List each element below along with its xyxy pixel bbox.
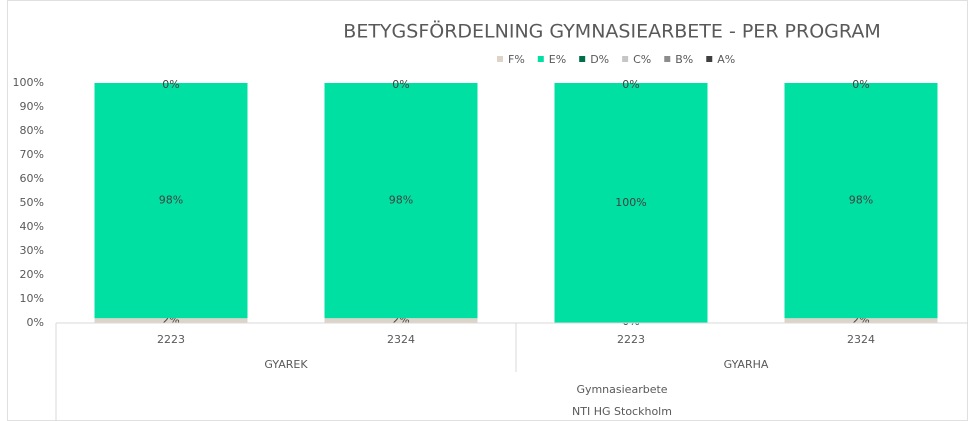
chart-title: BETYGSFÖRDELNING GYMNASIEARBETE - PER PR… bbox=[343, 20, 880, 43]
y-tick-label: 10% bbox=[20, 292, 44, 305]
y-tick-label: 0% bbox=[27, 316, 44, 329]
legend-label: A% bbox=[717, 53, 735, 66]
data-label: 0% bbox=[622, 78, 639, 91]
y-tick-label: 50% bbox=[20, 196, 44, 209]
bar-segment bbox=[94, 83, 248, 319]
x-tick-label: 2223 bbox=[157, 333, 185, 346]
group-label: GYAREK bbox=[264, 358, 308, 371]
y-tick-label: 100% bbox=[13, 76, 44, 89]
y-tick-label: 70% bbox=[20, 148, 44, 161]
data-label: 0% bbox=[392, 78, 409, 91]
data-label: 98% bbox=[389, 194, 413, 207]
y-tick-label: 80% bbox=[20, 124, 44, 137]
y-tick-label: 20% bbox=[20, 268, 44, 281]
bar-segment bbox=[324, 83, 478, 319]
outer-label: Gymnasiearbete bbox=[576, 383, 667, 396]
data-label: 0% bbox=[162, 78, 179, 91]
bar-segment bbox=[94, 318, 248, 323]
outer-label: NTI HG Stockholm bbox=[572, 405, 672, 418]
y-tick-label: 30% bbox=[20, 244, 44, 257]
legend-swatch bbox=[537, 56, 544, 62]
data-label: 98% bbox=[159, 194, 183, 207]
y-tick-label: 40% bbox=[20, 220, 44, 233]
legend-label: C% bbox=[633, 53, 651, 66]
group-label: GYARHA bbox=[724, 358, 769, 371]
legend-swatch bbox=[706, 56, 713, 62]
x-tick-label: 2324 bbox=[847, 333, 875, 346]
legend-swatch bbox=[622, 56, 629, 62]
y-tick-label: 90% bbox=[20, 100, 44, 113]
legend-label: B% bbox=[675, 53, 693, 66]
bar-segment bbox=[784, 318, 938, 323]
legend-swatch bbox=[579, 56, 586, 62]
legend-swatch bbox=[664, 56, 671, 62]
data-label: 98% bbox=[849, 194, 873, 207]
x-tick-label: 2324 bbox=[387, 333, 415, 346]
x-tick-label: 2223 bbox=[617, 333, 645, 346]
data-label: 0% bbox=[852, 78, 869, 91]
data-label: 100% bbox=[615, 196, 646, 209]
bar-segment bbox=[324, 318, 478, 323]
legend-swatch bbox=[497, 56, 503, 62]
legend-label: D% bbox=[590, 53, 609, 66]
y-tick-label: 60% bbox=[20, 172, 44, 185]
bar-segment bbox=[554, 83, 708, 323]
bar-segment bbox=[784, 83, 938, 319]
legend-label: F% bbox=[508, 53, 525, 66]
legend-label: E% bbox=[549, 53, 566, 66]
